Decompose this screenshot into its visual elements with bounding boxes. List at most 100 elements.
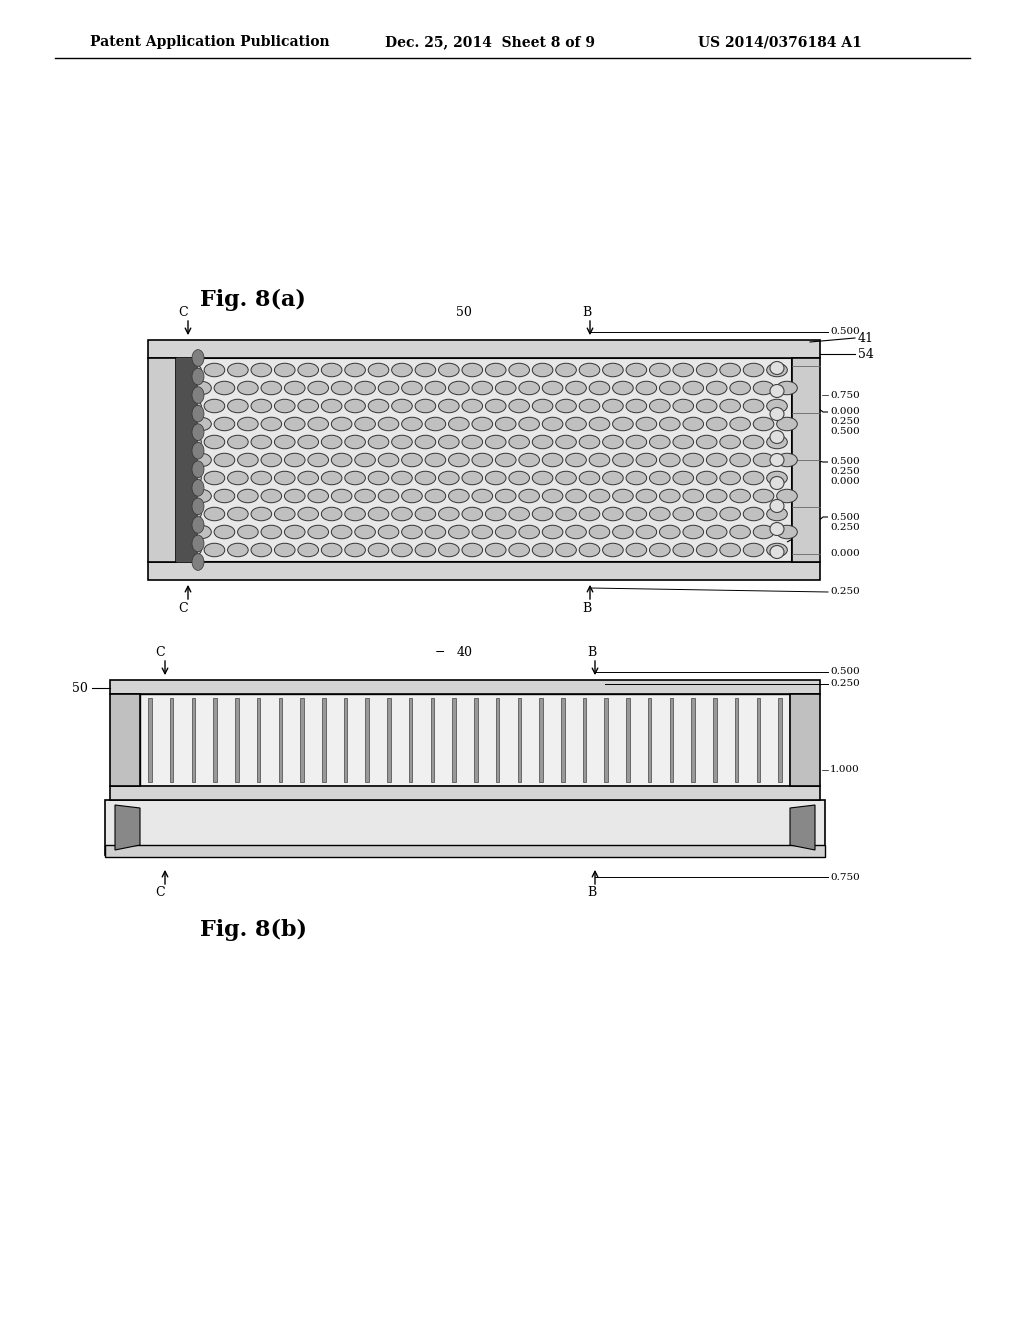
Ellipse shape	[776, 490, 798, 503]
Bar	[387, 698, 391, 781]
Ellipse shape	[776, 381, 798, 395]
Bar	[691, 698, 695, 781]
Ellipse shape	[580, 471, 600, 484]
Text: 1.000: 1.000	[830, 766, 860, 775]
Bar	[279, 698, 282, 781]
Ellipse shape	[472, 381, 493, 395]
Bar	[583, 698, 586, 781]
Ellipse shape	[612, 525, 633, 539]
Ellipse shape	[636, 381, 656, 395]
Ellipse shape	[354, 525, 376, 539]
Ellipse shape	[720, 507, 740, 521]
Ellipse shape	[298, 544, 318, 557]
Ellipse shape	[369, 507, 389, 521]
Text: 0.500: 0.500	[830, 668, 860, 676]
Ellipse shape	[519, 381, 540, 395]
Ellipse shape	[415, 507, 436, 521]
Ellipse shape	[369, 544, 389, 557]
Ellipse shape	[776, 525, 798, 539]
Ellipse shape	[519, 417, 540, 430]
Ellipse shape	[673, 399, 693, 413]
Ellipse shape	[238, 453, 258, 467]
Bar	[170, 698, 173, 781]
Ellipse shape	[589, 417, 610, 430]
Ellipse shape	[496, 417, 516, 430]
Bar	[344, 698, 347, 781]
Ellipse shape	[626, 436, 647, 449]
Ellipse shape	[556, 471, 577, 484]
Ellipse shape	[509, 544, 529, 557]
Bar	[792, 358, 820, 562]
Ellipse shape	[462, 507, 482, 521]
Ellipse shape	[580, 544, 600, 557]
Text: 0.000: 0.000	[830, 549, 860, 558]
Ellipse shape	[532, 436, 553, 449]
Bar	[257, 698, 260, 781]
Bar	[670, 698, 673, 781]
Ellipse shape	[565, 525, 587, 539]
Ellipse shape	[438, 544, 459, 557]
Ellipse shape	[565, 381, 587, 395]
Ellipse shape	[369, 436, 389, 449]
Text: 0.250: 0.250	[830, 587, 860, 597]
Ellipse shape	[308, 417, 329, 430]
Ellipse shape	[190, 417, 211, 430]
Ellipse shape	[332, 453, 352, 467]
Ellipse shape	[770, 408, 784, 421]
Ellipse shape	[415, 436, 436, 449]
Ellipse shape	[227, 507, 248, 521]
Ellipse shape	[378, 417, 398, 430]
Text: 40: 40	[457, 645, 473, 659]
Ellipse shape	[767, 471, 787, 484]
Ellipse shape	[472, 490, 493, 503]
Text: C: C	[155, 887, 165, 899]
Ellipse shape	[770, 362, 784, 375]
Ellipse shape	[193, 387, 204, 404]
Ellipse shape	[193, 479, 204, 496]
Text: B: B	[587, 887, 596, 899]
Text: C: C	[178, 602, 187, 615]
Bar	[236, 698, 239, 781]
Ellipse shape	[298, 436, 318, 449]
Ellipse shape	[391, 363, 413, 376]
Ellipse shape	[649, 363, 670, 376]
Ellipse shape	[193, 553, 204, 570]
Ellipse shape	[204, 471, 224, 484]
Bar	[648, 698, 651, 781]
Ellipse shape	[485, 399, 506, 413]
Bar	[474, 698, 477, 781]
Ellipse shape	[707, 381, 727, 395]
Text: 0.500: 0.500	[830, 512, 860, 521]
Ellipse shape	[659, 381, 680, 395]
Text: 54: 54	[858, 347, 873, 360]
Ellipse shape	[532, 471, 553, 484]
Ellipse shape	[626, 471, 647, 484]
Ellipse shape	[636, 490, 656, 503]
Ellipse shape	[285, 453, 305, 467]
Ellipse shape	[659, 417, 680, 430]
Ellipse shape	[649, 507, 670, 521]
Ellipse shape	[770, 523, 784, 536]
Ellipse shape	[776, 417, 798, 430]
Ellipse shape	[193, 424, 204, 441]
Ellipse shape	[322, 544, 342, 557]
Ellipse shape	[227, 363, 248, 376]
Text: B: B	[587, 645, 596, 659]
Ellipse shape	[754, 525, 774, 539]
Text: 0.500: 0.500	[830, 458, 860, 466]
Ellipse shape	[251, 507, 271, 521]
Ellipse shape	[180, 544, 202, 557]
Ellipse shape	[274, 363, 295, 376]
Text: 0.750: 0.750	[830, 391, 860, 400]
Ellipse shape	[204, 507, 224, 521]
Text: B: B	[582, 305, 591, 318]
Ellipse shape	[543, 525, 563, 539]
Ellipse shape	[345, 436, 366, 449]
Ellipse shape	[251, 436, 271, 449]
Ellipse shape	[415, 363, 436, 376]
Ellipse shape	[193, 350, 204, 367]
Ellipse shape	[602, 436, 624, 449]
Ellipse shape	[754, 453, 774, 467]
Ellipse shape	[767, 507, 787, 521]
Text: 0.250: 0.250	[830, 523, 860, 532]
